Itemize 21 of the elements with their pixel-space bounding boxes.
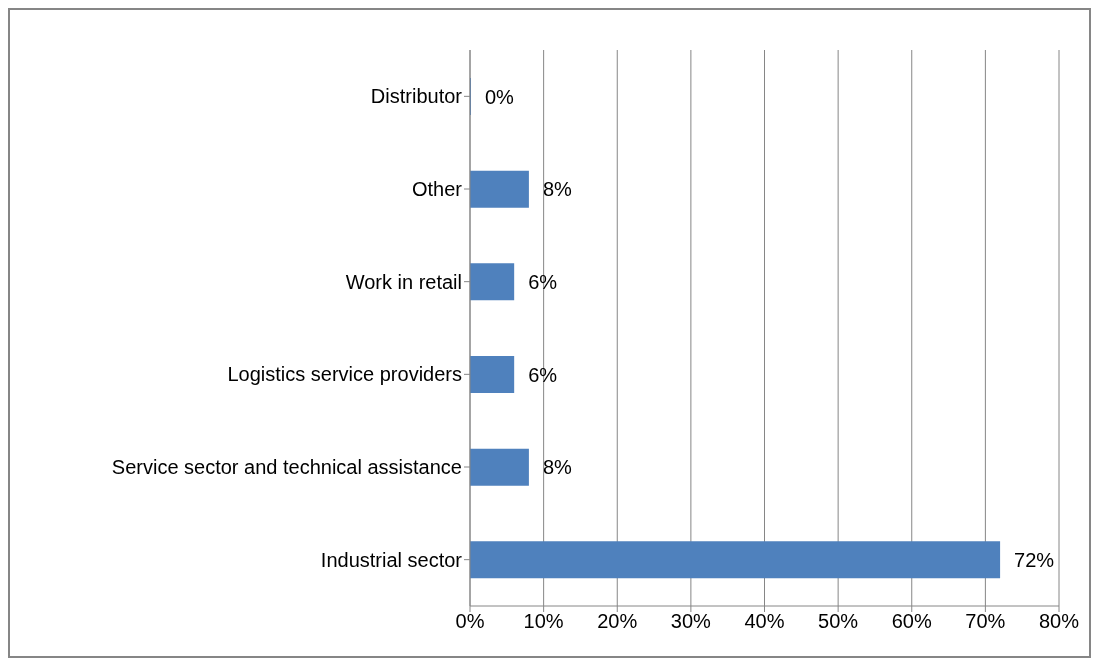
x-tick-label: 30%: [670, 610, 712, 633]
x-tick-label: 60%: [891, 610, 932, 633]
x-tick-label: 0%: [455, 610, 485, 633]
data-label: 0%: [485, 85, 515, 108]
x-tick-label: 50%: [818, 610, 859, 633]
y-tick-label: Industrial sector: [320, 548, 463, 571]
x-tick-label: 20%: [597, 610, 638, 633]
x-tick-label: 10%: [523, 610, 564, 633]
y-tick-label: Service sector and technical assistance: [111, 456, 462, 479]
x-tick-label: 40%: [744, 610, 785, 633]
y-tick-label: Work in retail: [345, 270, 462, 293]
data-label: 72%: [1014, 548, 1055, 571]
y-tick-label: Distributor: [370, 85, 463, 108]
y-tick-label: Logistics service providers: [227, 363, 462, 386]
x-tick-label: 80%: [1038, 610, 1080, 633]
data-label: 6%: [528, 363, 558, 386]
x-tick-label: 70%: [965, 610, 1006, 633]
data-label: 8%: [542, 178, 573, 201]
data-label: 6%: [528, 270, 558, 293]
y-tick-label: Other: [411, 178, 463, 201]
data-label: 8%: [542, 456, 573, 479]
